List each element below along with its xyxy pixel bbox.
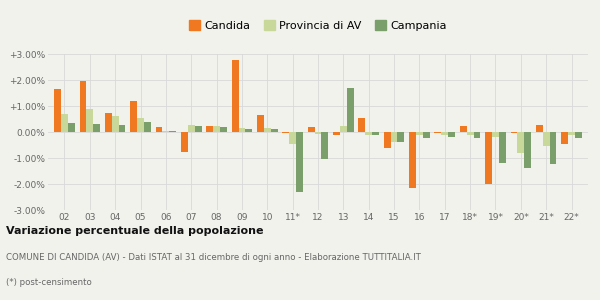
Bar	[232, 61, 239, 132]
Bar	[155, 127, 163, 132]
Bar	[499, 132, 506, 163]
Bar	[409, 132, 416, 188]
Bar	[467, 132, 473, 135]
Bar	[384, 132, 391, 148]
Bar	[340, 126, 347, 132]
Bar	[112, 116, 119, 132]
Bar	[119, 125, 125, 132]
Bar	[485, 132, 492, 184]
Bar	[448, 132, 455, 137]
Bar	[322, 132, 328, 159]
Bar	[492, 132, 499, 137]
Bar	[568, 132, 575, 135]
Bar	[543, 132, 550, 146]
Bar	[524, 132, 531, 168]
Bar	[144, 122, 151, 132]
Bar	[206, 126, 213, 132]
Bar	[213, 125, 220, 132]
Bar	[314, 132, 322, 134]
Bar	[550, 132, 556, 164]
Text: COMUNE DI CANDIDA (AV) - Dati ISTAT al 31 dicembre di ogni anno - Elaborazione T: COMUNE DI CANDIDA (AV) - Dati ISTAT al 3…	[6, 254, 421, 262]
Bar	[296, 132, 303, 192]
Bar	[137, 118, 144, 132]
Bar	[271, 129, 278, 132]
Bar	[416, 132, 423, 135]
Bar	[68, 123, 75, 132]
Legend: Candida, Provincia di AV, Campania: Candida, Provincia di AV, Campania	[184, 16, 452, 35]
Bar	[257, 115, 264, 132]
Bar	[365, 132, 372, 135]
Bar	[473, 132, 481, 138]
Bar	[289, 132, 296, 145]
Bar	[169, 131, 176, 132]
Bar	[511, 132, 517, 133]
Bar	[536, 125, 543, 132]
Bar	[283, 132, 289, 133]
Bar	[239, 128, 245, 132]
Bar	[264, 128, 271, 132]
Bar	[575, 132, 582, 138]
Bar	[347, 88, 353, 132]
Bar	[442, 132, 448, 135]
Bar	[460, 126, 467, 132]
Bar	[391, 132, 397, 142]
Bar	[80, 81, 86, 132]
Bar	[130, 101, 137, 132]
Bar	[61, 114, 68, 132]
Bar	[423, 132, 430, 138]
Bar	[372, 132, 379, 135]
Bar	[54, 89, 61, 132]
Bar	[188, 125, 194, 132]
Bar	[163, 131, 169, 132]
Text: (*) post-censimento: (*) post-censimento	[6, 278, 92, 287]
Bar	[561, 132, 568, 144]
Text: Variazione percentuale della popolazione: Variazione percentuale della popolazione	[6, 226, 263, 236]
Bar	[105, 113, 112, 132]
Bar	[86, 109, 93, 132]
Bar	[194, 126, 202, 132]
Bar	[245, 129, 252, 132]
Bar	[517, 132, 524, 153]
Bar	[308, 127, 314, 132]
Bar	[333, 132, 340, 135]
Bar	[358, 118, 365, 132]
Bar	[220, 127, 227, 132]
Bar	[397, 132, 404, 142]
Bar	[93, 124, 100, 132]
Bar	[181, 132, 188, 152]
Bar	[434, 132, 442, 133]
